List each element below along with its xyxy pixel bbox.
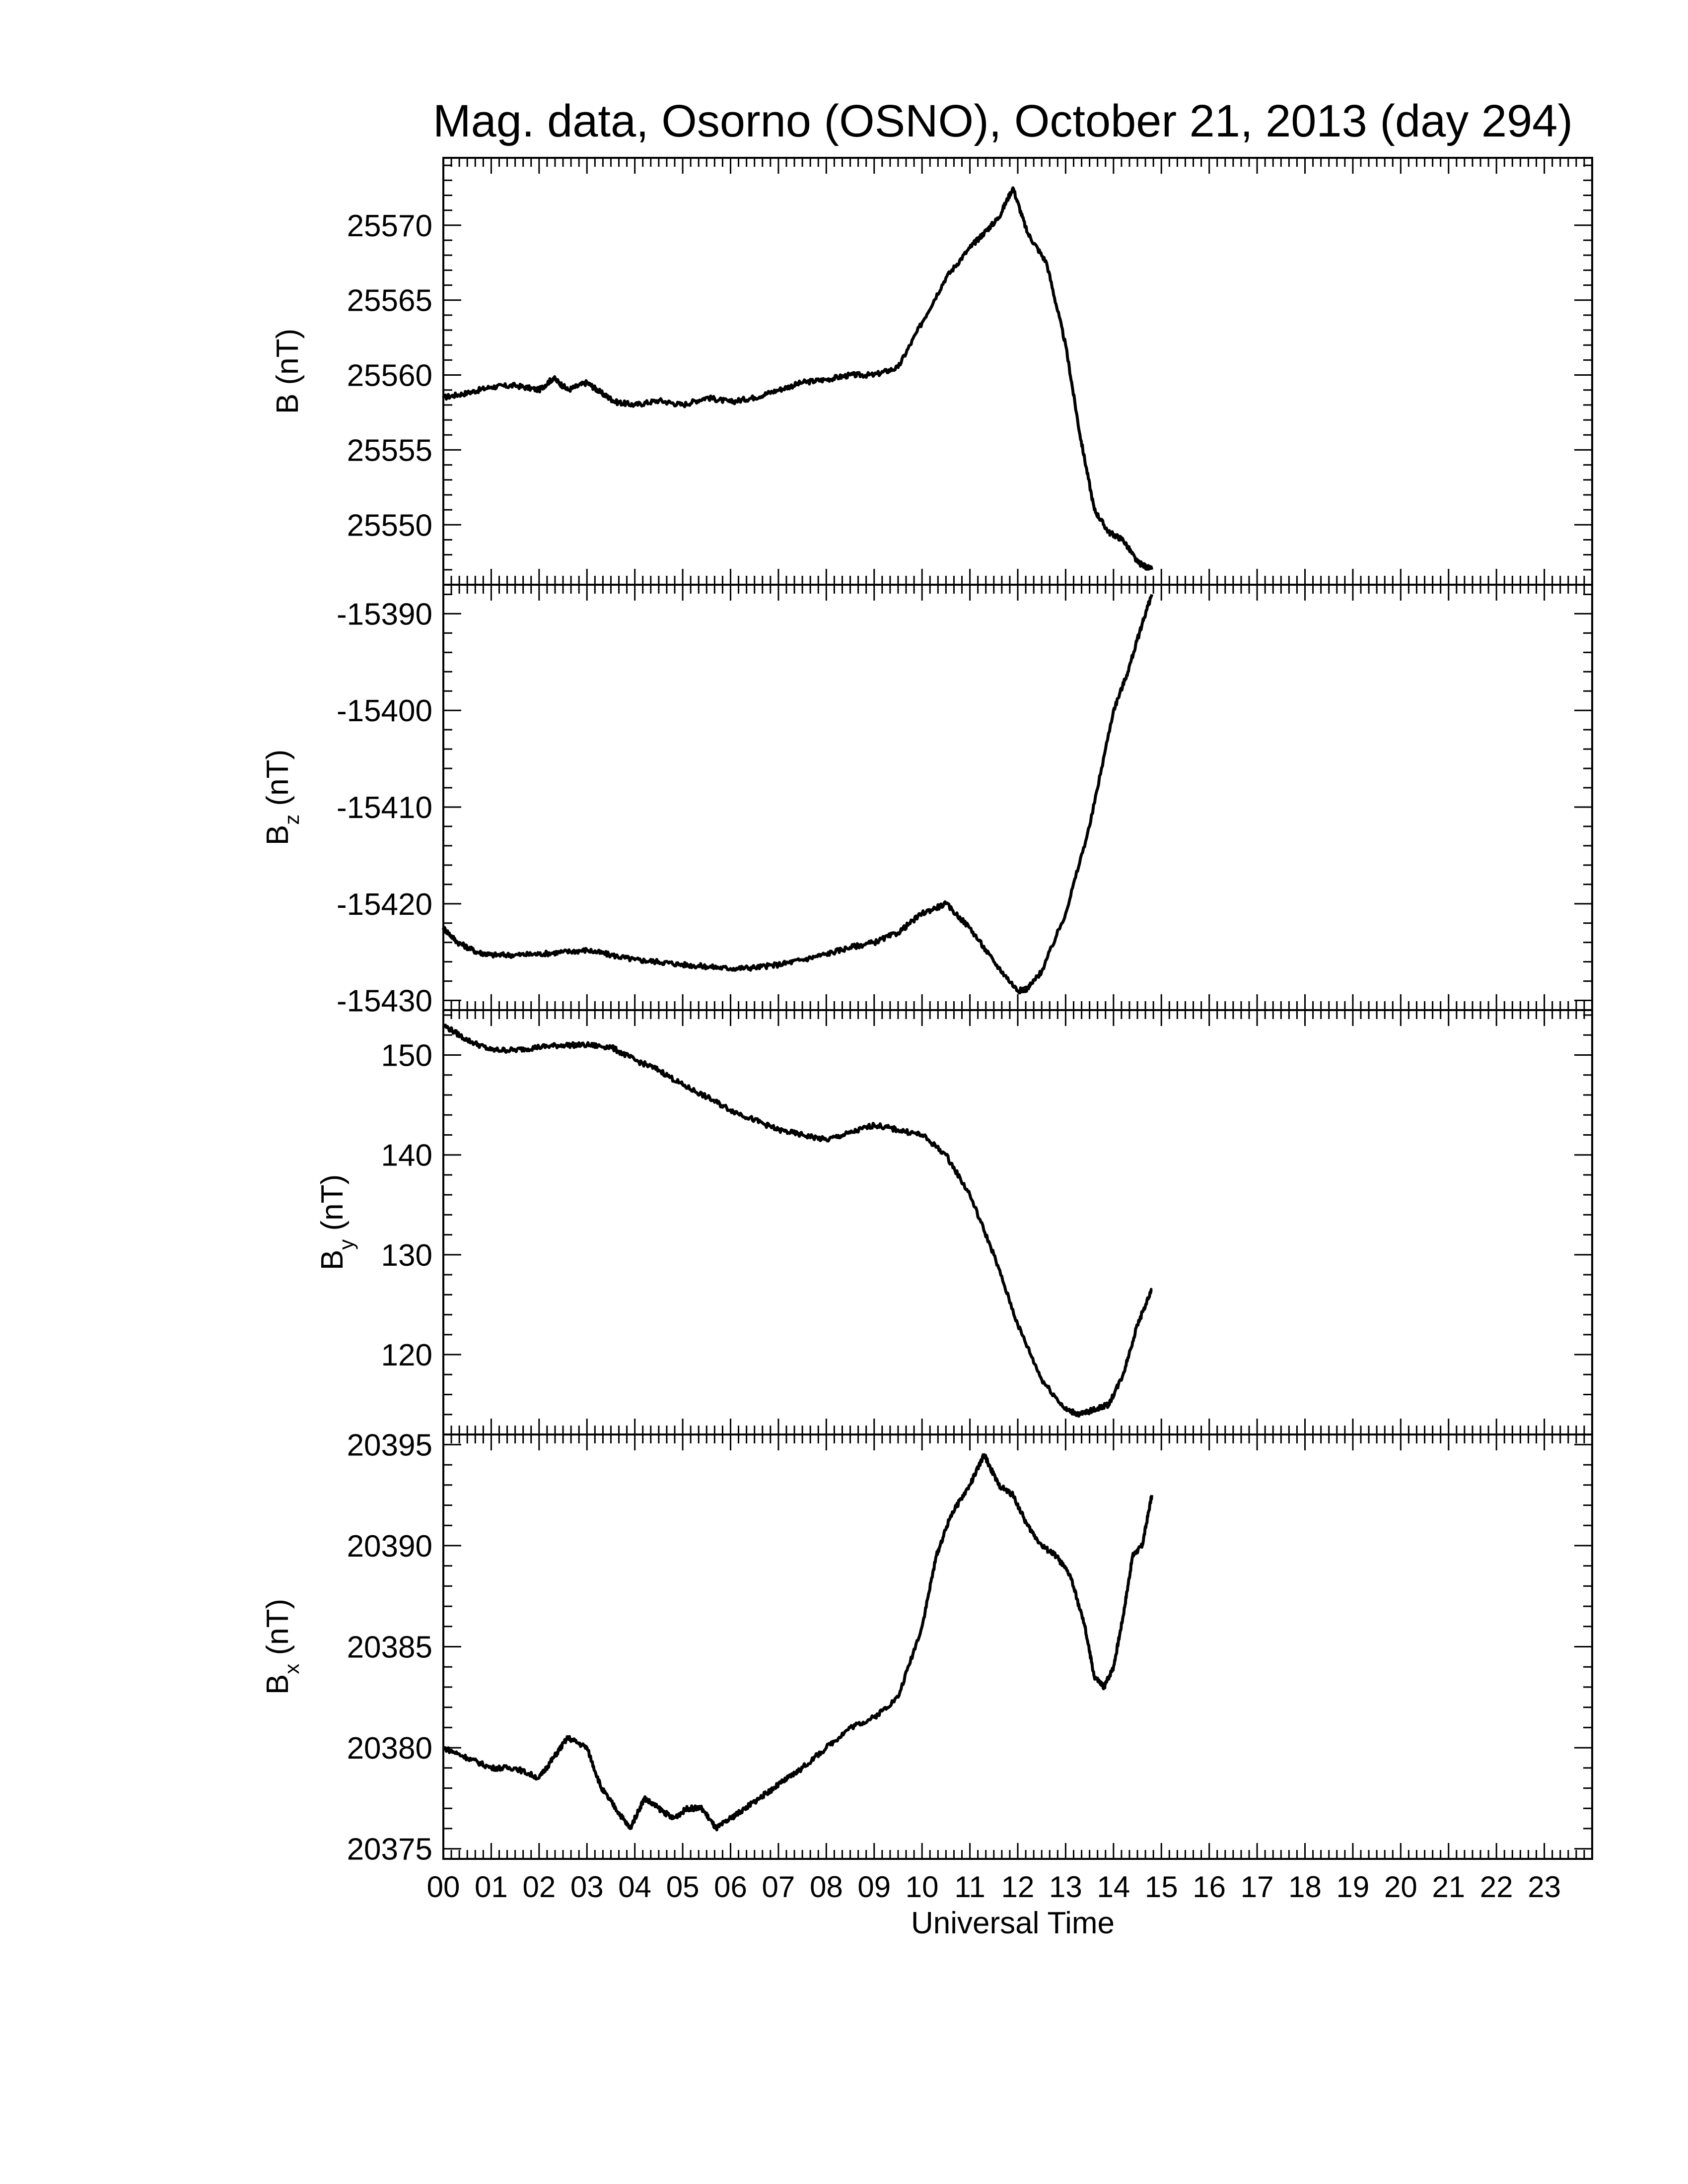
panel-B: 25550 25555 25560 25565 25570 B (nT) [271, 157, 1593, 586]
panel-Bx: 20375 20380 20385 20390 20395 Bx (nT) [261, 1428, 1593, 1867]
y-axis-label: Bx (nT) [261, 1599, 303, 1695]
panel-frame [442, 584, 1593, 1011]
x-tick-label: 00 [427, 1870, 460, 1904]
x-tick-label: 13 [1049, 1870, 1082, 1904]
x-tick-label: 17 [1241, 1870, 1274, 1904]
y-tick-label: 25555 [347, 433, 432, 468]
x-tick-label: 09 [857, 1870, 891, 1904]
y-tick-label: -15430 [337, 984, 432, 1019]
y-tick-label: -15420 [337, 887, 432, 922]
panel-frame [442, 1009, 1593, 1435]
y-tick-label: 130 [381, 1238, 432, 1273]
x-tick-label: 04 [618, 1870, 651, 1904]
x-axis-label: Universal Time [911, 1906, 1115, 1940]
y-axis-label: B (nT) [271, 329, 305, 414]
series-line-Bx [443, 1453, 1153, 1832]
series-line-By [442, 1024, 1153, 1418]
series-line-Bz [442, 594, 1153, 995]
x-tick-label: 20 [1384, 1870, 1417, 1904]
y-tick-label: -15410 [337, 791, 432, 825]
y-tick-label: 120 [381, 1338, 432, 1372]
x-tick-label: 16 [1193, 1870, 1226, 1904]
y-tick-label: 20390 [347, 1529, 432, 1564]
x-tick-label: 05 [666, 1870, 700, 1904]
y-tick-label: 150 [381, 1039, 432, 1073]
x-tick-label: 23 [1528, 1870, 1561, 1904]
panel-frame [442, 157, 1593, 586]
x-tick-label: 03 [570, 1870, 604, 1904]
y-tick-label: 20385 [347, 1631, 432, 1665]
y-tick-label: 25565 [347, 284, 432, 318]
x-tick-label: 12 [1001, 1870, 1035, 1904]
panel-frame [442, 1433, 1593, 1860]
x-tick-label: 18 [1288, 1870, 1322, 1904]
y-tick-label: 25550 [347, 508, 432, 543]
x-tick-label: 19 [1336, 1870, 1370, 1904]
x-tick-label: 01 [475, 1870, 508, 1904]
y-tick-label: 140 [381, 1139, 432, 1173]
chart-title: Mag. data, Osorno (OSNO), October 21, 20… [433, 96, 1573, 146]
y-tick-label: 25570 [347, 209, 432, 243]
y-axis-label: By (nT) [315, 1174, 358, 1270]
panel-Bz: -15390 -15400 -15410 -15420 -15430 Bz (nT) [261, 584, 1593, 1019]
x-tick-label: 21 [1432, 1870, 1465, 1904]
x-tick-label: 06 [714, 1870, 747, 1904]
x-tick-label: 15 [1145, 1870, 1178, 1904]
x-tick-label: 14 [1097, 1870, 1130, 1904]
x-tick-label: 10 [906, 1870, 939, 1904]
x-tick-label: 11 [954, 1870, 985, 1904]
x-axis: 00 01 02 03 04 05 06 07 08 09 10 11 12 13 14 15 16 17 18 19… [427, 1870, 1561, 1904]
y-tick-label: 20395 [347, 1428, 432, 1462]
x-tick-label: 08 [810, 1870, 843, 1904]
series-line-B [442, 186, 1153, 571]
x-tick-label: 07 [762, 1870, 795, 1904]
x-tick-label: 22 [1480, 1870, 1513, 1904]
y-tick-label: 20375 [347, 1833, 432, 1867]
y-tick-label: 20380 [347, 1731, 432, 1766]
x-tick-label: 02 [522, 1870, 556, 1904]
y-axis-label: Bz (nT) [261, 750, 303, 845]
y-tick-label: -15390 [337, 597, 432, 631]
panel-By: 120 130 140 150 By (nT) [315, 1009, 1593, 1435]
y-tick-label: -15400 [337, 694, 432, 728]
y-tick-label: 25560 [347, 359, 432, 393]
